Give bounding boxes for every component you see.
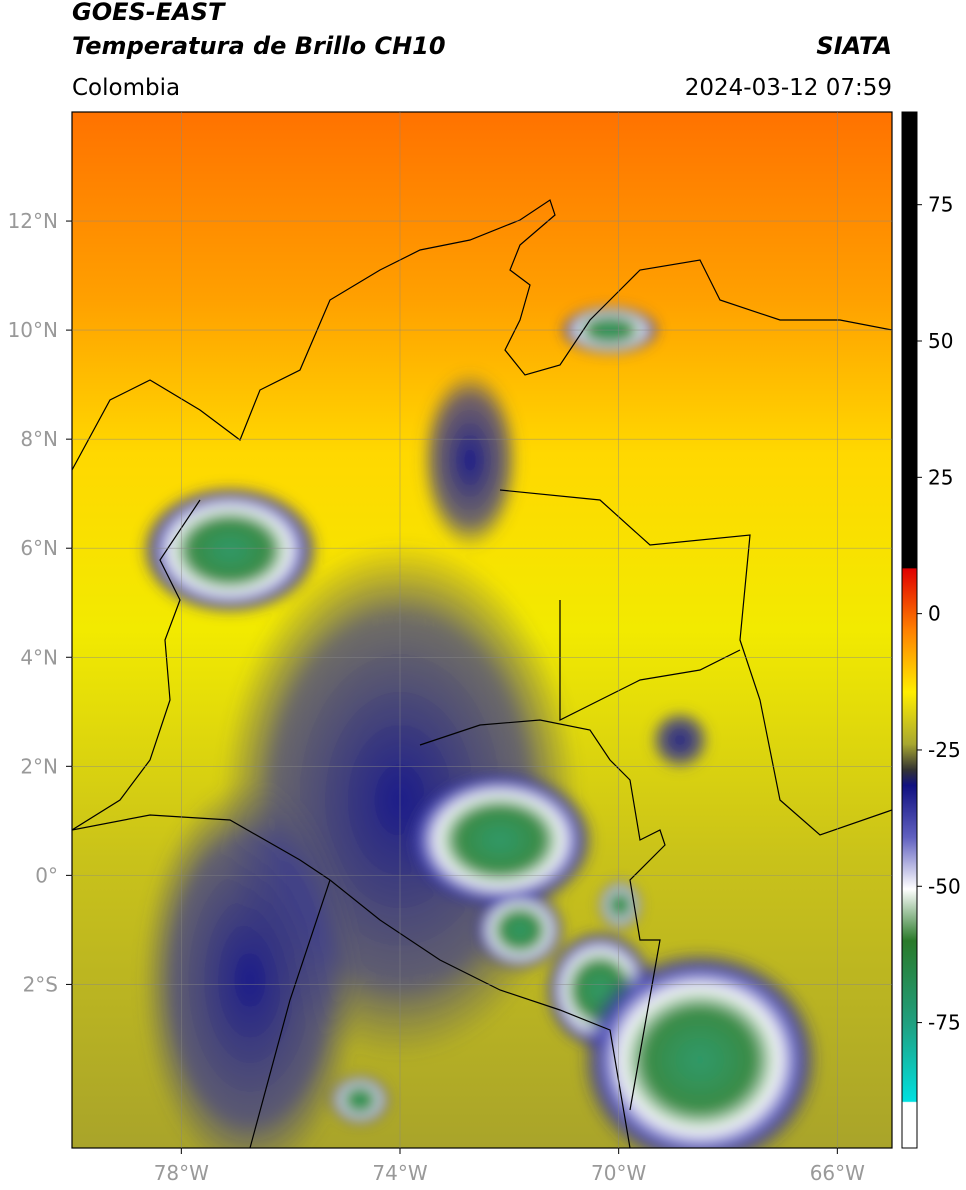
map-frame — [71, 111, 893, 1149]
lon-tick-label: 70°W — [591, 1161, 646, 1185]
colorbar-tick-label: -25 — [928, 738, 961, 762]
lat-tick-label: 2°S — [23, 972, 58, 996]
colorbar-tick-label: -50 — [928, 874, 961, 898]
lon-tick-label: 78°W — [154, 1161, 209, 1185]
lat-tick-label: 6°N — [20, 536, 58, 560]
lat-tick-label: 2°N — [20, 754, 58, 778]
colorbar-tick-label: 0 — [928, 602, 941, 626]
colorbar — [901, 111, 918, 1149]
colorbar-tick-label: -75 — [928, 1011, 961, 1035]
region: Colombia — [72, 75, 180, 101]
lon-tick-label: 74°W — [372, 1161, 427, 1185]
lat-tick-label: 4°N — [20, 645, 58, 669]
satellite-image — [72, 112, 892, 1148]
lat-tick-label: 0° — [35, 863, 58, 887]
lon-tick-label: 66°W — [810, 1161, 865, 1185]
colorbar-tick-label: 75 — [928, 193, 953, 217]
title: GOES-EAST — [72, 0, 226, 26]
subtitle: Temperatura de Brillo CH10 — [72, 32, 446, 60]
lat-tick-label: 8°N — [20, 427, 58, 451]
source: SIATA — [816, 32, 892, 60]
lat-tick-label: 10°N — [8, 318, 58, 342]
colorbar-tick-label: 50 — [928, 329, 953, 353]
timestamp: 2024-03-12 07:59 — [685, 75, 892, 101]
colorbar-tick-label: 25 — [928, 465, 953, 489]
lat-tick-label: 12°N — [8, 209, 58, 233]
